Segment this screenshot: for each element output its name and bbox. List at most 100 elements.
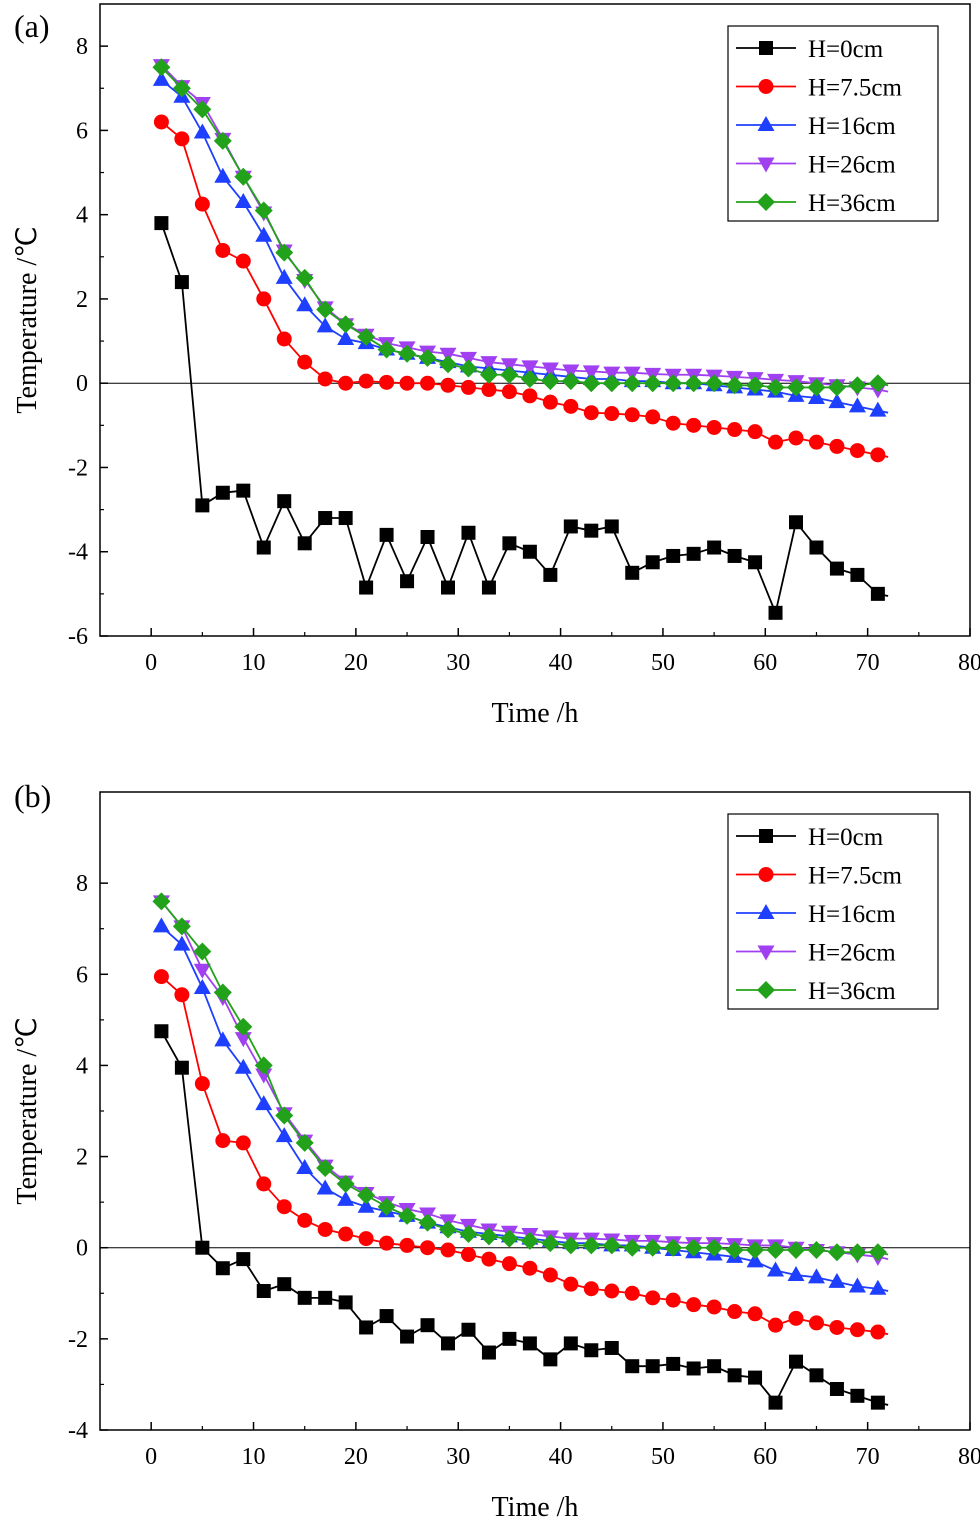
data-point (666, 548, 681, 563)
data-point (358, 373, 374, 389)
data-point (215, 1133, 231, 1149)
data-point (686, 1361, 701, 1376)
data-point (829, 1381, 844, 1396)
legend-item: H=0cm (736, 36, 884, 63)
legend-label: H=0cm (808, 824, 884, 851)
data-point (684, 1238, 703, 1257)
data-point (400, 574, 415, 589)
data-point (193, 942, 212, 961)
data-point (459, 1225, 478, 1244)
data-point (869, 1279, 887, 1295)
data-point (336, 315, 355, 334)
data-point (645, 409, 661, 425)
data-point (215, 1261, 230, 1276)
data-point (870, 447, 886, 463)
legend-item: H=16cm (736, 113, 896, 140)
data-point (643, 1238, 662, 1257)
data-point (275, 243, 294, 262)
data-point (338, 375, 354, 391)
data-point (583, 405, 599, 421)
data-point (706, 419, 722, 435)
legend-label: H=7.5cm (808, 75, 902, 102)
data-point (521, 360, 539, 376)
legend-item: H=0cm (736, 824, 884, 851)
data-point (215, 242, 231, 258)
data-point (643, 374, 662, 393)
data-point (522, 388, 538, 404)
series-H=36cm (152, 892, 889, 1262)
data-point (318, 511, 333, 526)
data-point (725, 1240, 744, 1259)
y-tick-label: -2 (68, 1327, 88, 1353)
data-point (645, 1359, 660, 1374)
plot-frame (99, 3, 971, 637)
panel-b: (b) 0 10 20 30 40 50 60 70 80 -4 -2 0 2 4 6 8 Time /h Tem… (0, 760, 980, 1528)
y-tick-label: 0 (76, 371, 88, 397)
data-point (338, 511, 353, 526)
data-point (849, 443, 865, 459)
data-point (829, 561, 844, 576)
legend-marker (759, 829, 773, 843)
data-point (746, 1240, 765, 1259)
y-tick-label: -4 (68, 540, 88, 566)
data-point (563, 519, 578, 534)
data-point (623, 366, 641, 382)
x-tick-label: 30 (446, 1444, 470, 1470)
data-point (684, 374, 703, 393)
series-line (160, 975, 889, 1336)
data-point (357, 327, 376, 346)
legend-label: H=0cm (808, 36, 884, 63)
data-point (460, 1247, 476, 1263)
data-point (727, 548, 742, 563)
data-point (522, 544, 537, 559)
legend-item: H=7.5cm (736, 75, 902, 102)
y-tick-label: 8 (76, 871, 88, 897)
data-point (520, 369, 539, 388)
data-point (174, 1060, 189, 1075)
data-point (604, 1283, 620, 1299)
data-point (625, 565, 640, 580)
data-point (194, 196, 210, 212)
data-point (665, 415, 681, 431)
data-point (255, 1068, 273, 1084)
legend-label: H=36cm (808, 190, 896, 217)
data-point (542, 394, 558, 410)
series-H=7.5cm (153, 969, 889, 1340)
data-point (623, 1238, 642, 1257)
series-H=0cm (154, 216, 889, 620)
data-point (870, 1324, 886, 1340)
data-point (234, 167, 253, 186)
data-point (848, 1277, 866, 1293)
data-point (583, 1281, 599, 1297)
legend: H=0cm H=7.5cm H=16cm H=26cm H=36cm (727, 813, 939, 1010)
data-point (214, 167, 232, 183)
data-point (829, 1319, 845, 1335)
data-point (849, 1322, 865, 1338)
data-point (377, 340, 396, 359)
data-point (255, 226, 273, 242)
data-point (174, 987, 190, 1003)
data-point (584, 1343, 599, 1358)
data-point (399, 375, 415, 391)
data-point (827, 1243, 846, 1262)
data-point (543, 1352, 558, 1367)
x-tick-label: 10 (242, 650, 266, 676)
x-axis-label: Time /h (492, 1492, 579, 1523)
data-point (602, 1236, 621, 1255)
legend-item: H=36cm (736, 978, 896, 1005)
legend-marker (757, 116, 775, 131)
data-point (789, 1354, 803, 1369)
data-point (357, 1186, 376, 1205)
data-point (828, 393, 846, 409)
chart-a: 0 10 20 30 40 50 60 70 80 -6 -4 -2 0 2 4 6 8 Time /h Tempe… (12, 3, 980, 729)
data-point (235, 253, 251, 269)
data-point (809, 540, 824, 555)
x-tick-label: 80 (958, 650, 980, 676)
data-point (440, 1242, 456, 1258)
data-point (173, 935, 191, 951)
data-point (338, 1295, 353, 1310)
data-point (666, 1356, 681, 1371)
data-point (338, 1226, 354, 1242)
data-point (297, 1212, 313, 1228)
data-point (193, 963, 211, 979)
